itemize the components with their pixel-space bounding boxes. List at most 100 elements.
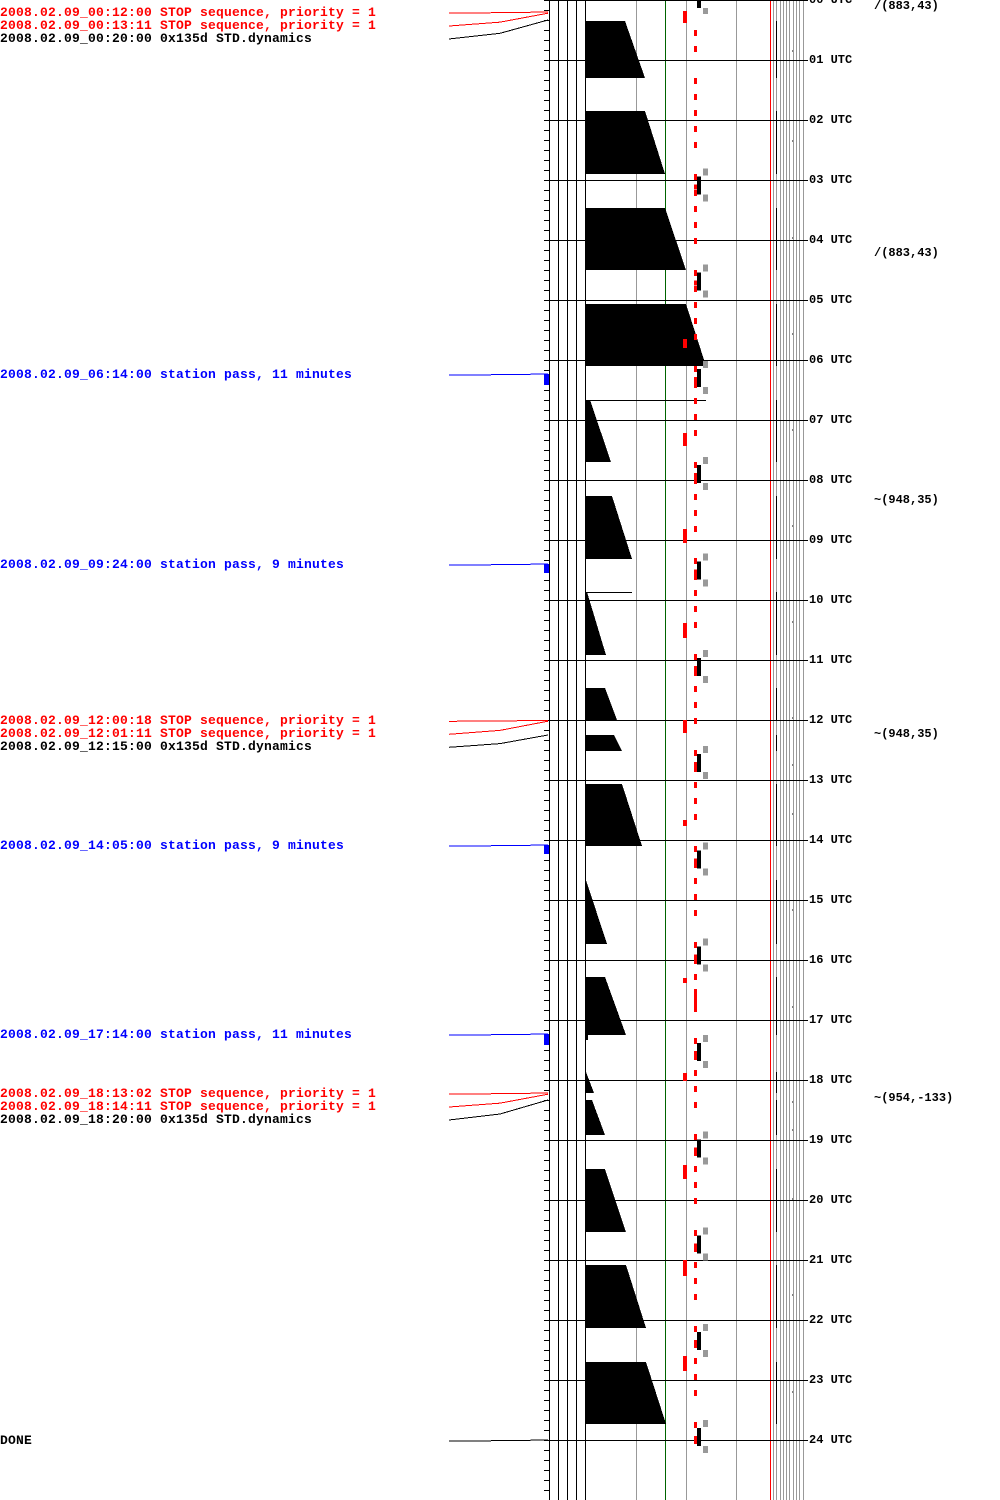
red-dash: [694, 910, 697, 916]
red-dash: [694, 1294, 697, 1300]
red-dash: [694, 942, 697, 948]
gray-marker: [703, 842, 708, 850]
activity-block: [585, 1035, 588, 1040]
hour-label: 23 UTC: [809, 1373, 853, 1387]
station-pass-bar: [544, 845, 549, 854]
hour-label: 06 UTC: [809, 353, 853, 367]
annotation-text: (883,43): [881, 0, 939, 13]
stop-event-label: 2008.02.09_00:12:00 STOP sequence, prior…: [0, 5, 377, 20]
activity-block: [585, 977, 626, 1035]
hour-label: 17 UTC: [809, 1013, 853, 1027]
hour-label: 19 UTC: [809, 1133, 853, 1147]
red-event-marker: [683, 1073, 687, 1081]
black-marker: [697, 176, 701, 195]
red-dash: [694, 334, 697, 340]
black-marker: [697, 1043, 701, 1061]
gray-marker: [703, 746, 708, 754]
red-dash: [694, 1038, 697, 1044]
red-dash: [694, 510, 697, 516]
station-pass-bar: [544, 1034, 549, 1045]
red-dash: [694, 1054, 697, 1060]
red-dash: [694, 526, 697, 532]
red-dash: [694, 590, 697, 596]
annotation-text: (954,-133): [881, 1091, 954, 1105]
red-marker: [694, 569, 697, 575]
stop-event-label: 2008.02.09_18:14:11 STOP sequence, prior…: [0, 1099, 377, 1114]
leader-line: [448, 844, 549, 847]
red-dash: [694, 174, 697, 180]
red-dash: [694, 1198, 697, 1204]
leader-line: [448, 1093, 549, 1108]
station-pass-label: 2008.02.09_06:14:00 station pass, 11 min…: [0, 367, 353, 382]
red-dash: [694, 398, 697, 404]
activity-block: [585, 735, 622, 751]
gray-marker: [703, 579, 708, 587]
red-dash: [694, 190, 697, 196]
red-dash: [694, 782, 697, 788]
annotation-mark: ~: [874, 1091, 882, 1105]
red-dash: [694, 1358, 697, 1364]
red-dash: [694, 302, 697, 308]
red-dash: [694, 1086, 697, 1092]
gray-marker: [703, 1157, 708, 1165]
red-dash: [694, 1422, 697, 1428]
gray-marker: [703, 964, 708, 972]
red-dash: [694, 142, 697, 148]
coordinate-annotation: ~(948,35): [874, 494, 939, 506]
hour-label: 12 UTC: [809, 713, 853, 727]
hour-label: 18 UTC: [809, 1073, 853, 1087]
hour-label: 21 UTC: [809, 1253, 853, 1267]
stop-event-label: 2008.02.09_00:13:11 STOP sequence, prior…: [0, 18, 377, 33]
black-marker: [697, 0, 701, 8]
hour-label: 01 UTC: [809, 53, 853, 67]
red-event-marker: [683, 433, 687, 446]
activity-block: [585, 304, 706, 366]
red-dash: [694, 30, 697, 36]
black-marker: [697, 1235, 701, 1254]
event-label: DONE: [0, 1433, 33, 1448]
red-marker: [694, 1147, 697, 1153]
red-dash: [694, 798, 697, 804]
station-pass-bar: [544, 374, 549, 385]
red-dash: [694, 862, 697, 868]
red-dash: [694, 894, 697, 900]
red-dash: [694, 958, 697, 964]
red-dash: [694, 78, 697, 84]
red-dash: [694, 430, 697, 436]
annotation-mark: /: [874, 246, 882, 260]
red-dash: [694, 1278, 697, 1284]
red-event-marker: [683, 820, 687, 826]
gray-marker: [703, 1323, 708, 1331]
stop-event-label: 2008.02.09_12:00:18 STOP sequence, prior…: [0, 713, 377, 729]
hour-label: 03 UTC: [809, 173, 853, 187]
red-dash: [694, 366, 697, 372]
red-dash: [694, 1390, 697, 1396]
activity-block: [585, 688, 617, 720]
leader-line: [448, 734, 549, 748]
hour-label: 15 UTC: [809, 893, 853, 907]
red-marker: [694, 858, 697, 864]
gray-marker: [703, 386, 708, 394]
red-dash: [694, 1070, 697, 1076]
coordinate-annotation: ~(954,-133): [874, 1092, 953, 1104]
red-dash: [694, 654, 697, 660]
red-dash: [694, 478, 697, 484]
annotation-text: (883,43): [881, 246, 939, 260]
red-dash: [694, 1102, 697, 1108]
gray-marker: [703, 649, 708, 657]
red-dash: [694, 1374, 697, 1380]
red-dash: [694, 414, 697, 420]
leader-line: [448, 563, 549, 566]
hour-label: 04 UTC: [809, 233, 853, 247]
red-dash: [694, 462, 697, 468]
black-marker: [697, 657, 701, 676]
event-label: 2008.02.09_18:20:00 0x135d STD.dynamics: [0, 1112, 313, 1127]
hour-label: 09 UTC: [809, 533, 853, 547]
coordinate-annotation: /(883,43): [874, 0, 939, 12]
red-dash: [694, 574, 697, 580]
red-dash: [694, 1166, 697, 1172]
hour-label: 16 UTC: [809, 953, 853, 967]
red-dash: [694, 1006, 697, 1012]
red-marker: [694, 665, 697, 671]
red-marker: [694, 1436, 697, 1442]
